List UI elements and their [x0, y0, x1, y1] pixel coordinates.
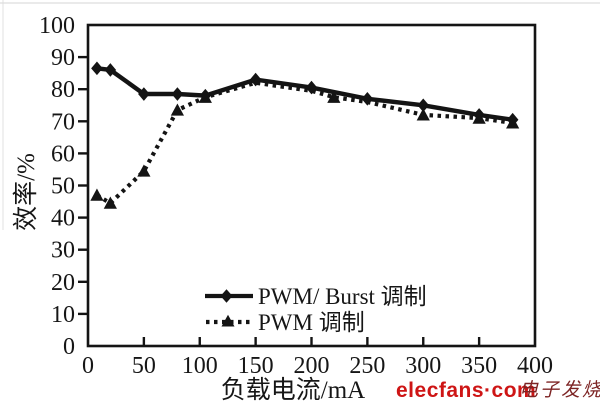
- legend-label-pwm-burst: PWM/ Burst 调制: [258, 284, 427, 309]
- x-tick-label-50: 50: [132, 353, 156, 379]
- y-tick-label-80: 80: [51, 77, 75, 103]
- marker-triangle-icon: [137, 164, 151, 177]
- x-tick-label-100: 100: [182, 353, 218, 379]
- watermark-suffix: 电子发烧友: [519, 379, 600, 401]
- y-axis-label: 效率/%: [12, 153, 40, 231]
- y-tick-label-20: 20: [51, 270, 75, 296]
- marker-diamond-icon: [361, 92, 374, 106]
- marker-diamond-icon: [91, 61, 103, 76]
- y-tick-label-0: 0: [63, 334, 75, 360]
- x-tick-label-250: 250: [349, 353, 385, 379]
- marker-diamond-icon: [138, 87, 150, 101]
- axis-ticks: [78, 55, 481, 345]
- data-series: [90, 61, 520, 209]
- series-line-pwm: [95, 80, 513, 206]
- marker-triangle-icon: [90, 188, 104, 201]
- legend-marker-diamond-icon: [220, 289, 233, 303]
- marker-diamond-icon: [417, 98, 430, 113]
- y-tick-label-70: 70: [51, 109, 75, 135]
- plot-frame: [86, 23, 537, 348]
- legend-label-pwm: PWM 调制: [258, 310, 365, 335]
- y-tick-label-50: 50: [51, 174, 75, 200]
- watermark-brand: elecfans·com: [396, 379, 536, 402]
- x-tick-label-350: 350: [461, 353, 497, 379]
- y-tick-label-60: 60: [51, 141, 75, 167]
- y-tick-label-30: 30: [51, 238, 75, 264]
- marker-triangle-icon: [327, 90, 341, 103]
- marker-diamond-icon: [249, 72, 262, 87]
- marker-diamond-icon: [104, 63, 117, 77]
- marker-diamond-icon: [305, 80, 318, 95]
- marker-diamond-icon: [506, 112, 519, 127]
- x-tick-label-150: 150: [238, 353, 274, 379]
- marker-diamond-icon: [171, 87, 184, 101]
- axis-tick-labels: 0 50 100 150 200 250 300 350 400 0 10 20 30 40 50 60 70 8…: [39, 13, 553, 379]
- marker-diamond-icon: [199, 88, 212, 103]
- x-tick-label-300: 300: [405, 353, 441, 379]
- x-tick-label-0: 0: [82, 353, 94, 379]
- series-line-pwm-burst: [96, 66, 513, 122]
- marker-diamond-icon: [473, 108, 485, 122]
- marker-triangle-icon: [170, 103, 184, 116]
- x-axis-label: 负载电流/mA: [221, 376, 365, 404]
- y-tick-label-90: 90: [51, 45, 75, 71]
- marker-triangle-icon: [103, 196, 117, 209]
- y-tick-label-100: 100: [39, 13, 75, 39]
- marker-triangle-icon: [416, 108, 430, 121]
- y-tick-label-40: 40: [51, 206, 75, 232]
- x-tick-label-200: 200: [294, 353, 330, 379]
- x-tick-label-400: 400: [517, 353, 553, 379]
- y-tick-label-10: 10: [51, 302, 75, 328]
- legend: PWM/ Burst 调制 PWM 调制: [205, 284, 427, 335]
- watermark: elecfans·com 电子发烧友: [396, 379, 600, 402]
- legend-marker-triangle-icon: [221, 314, 235, 327]
